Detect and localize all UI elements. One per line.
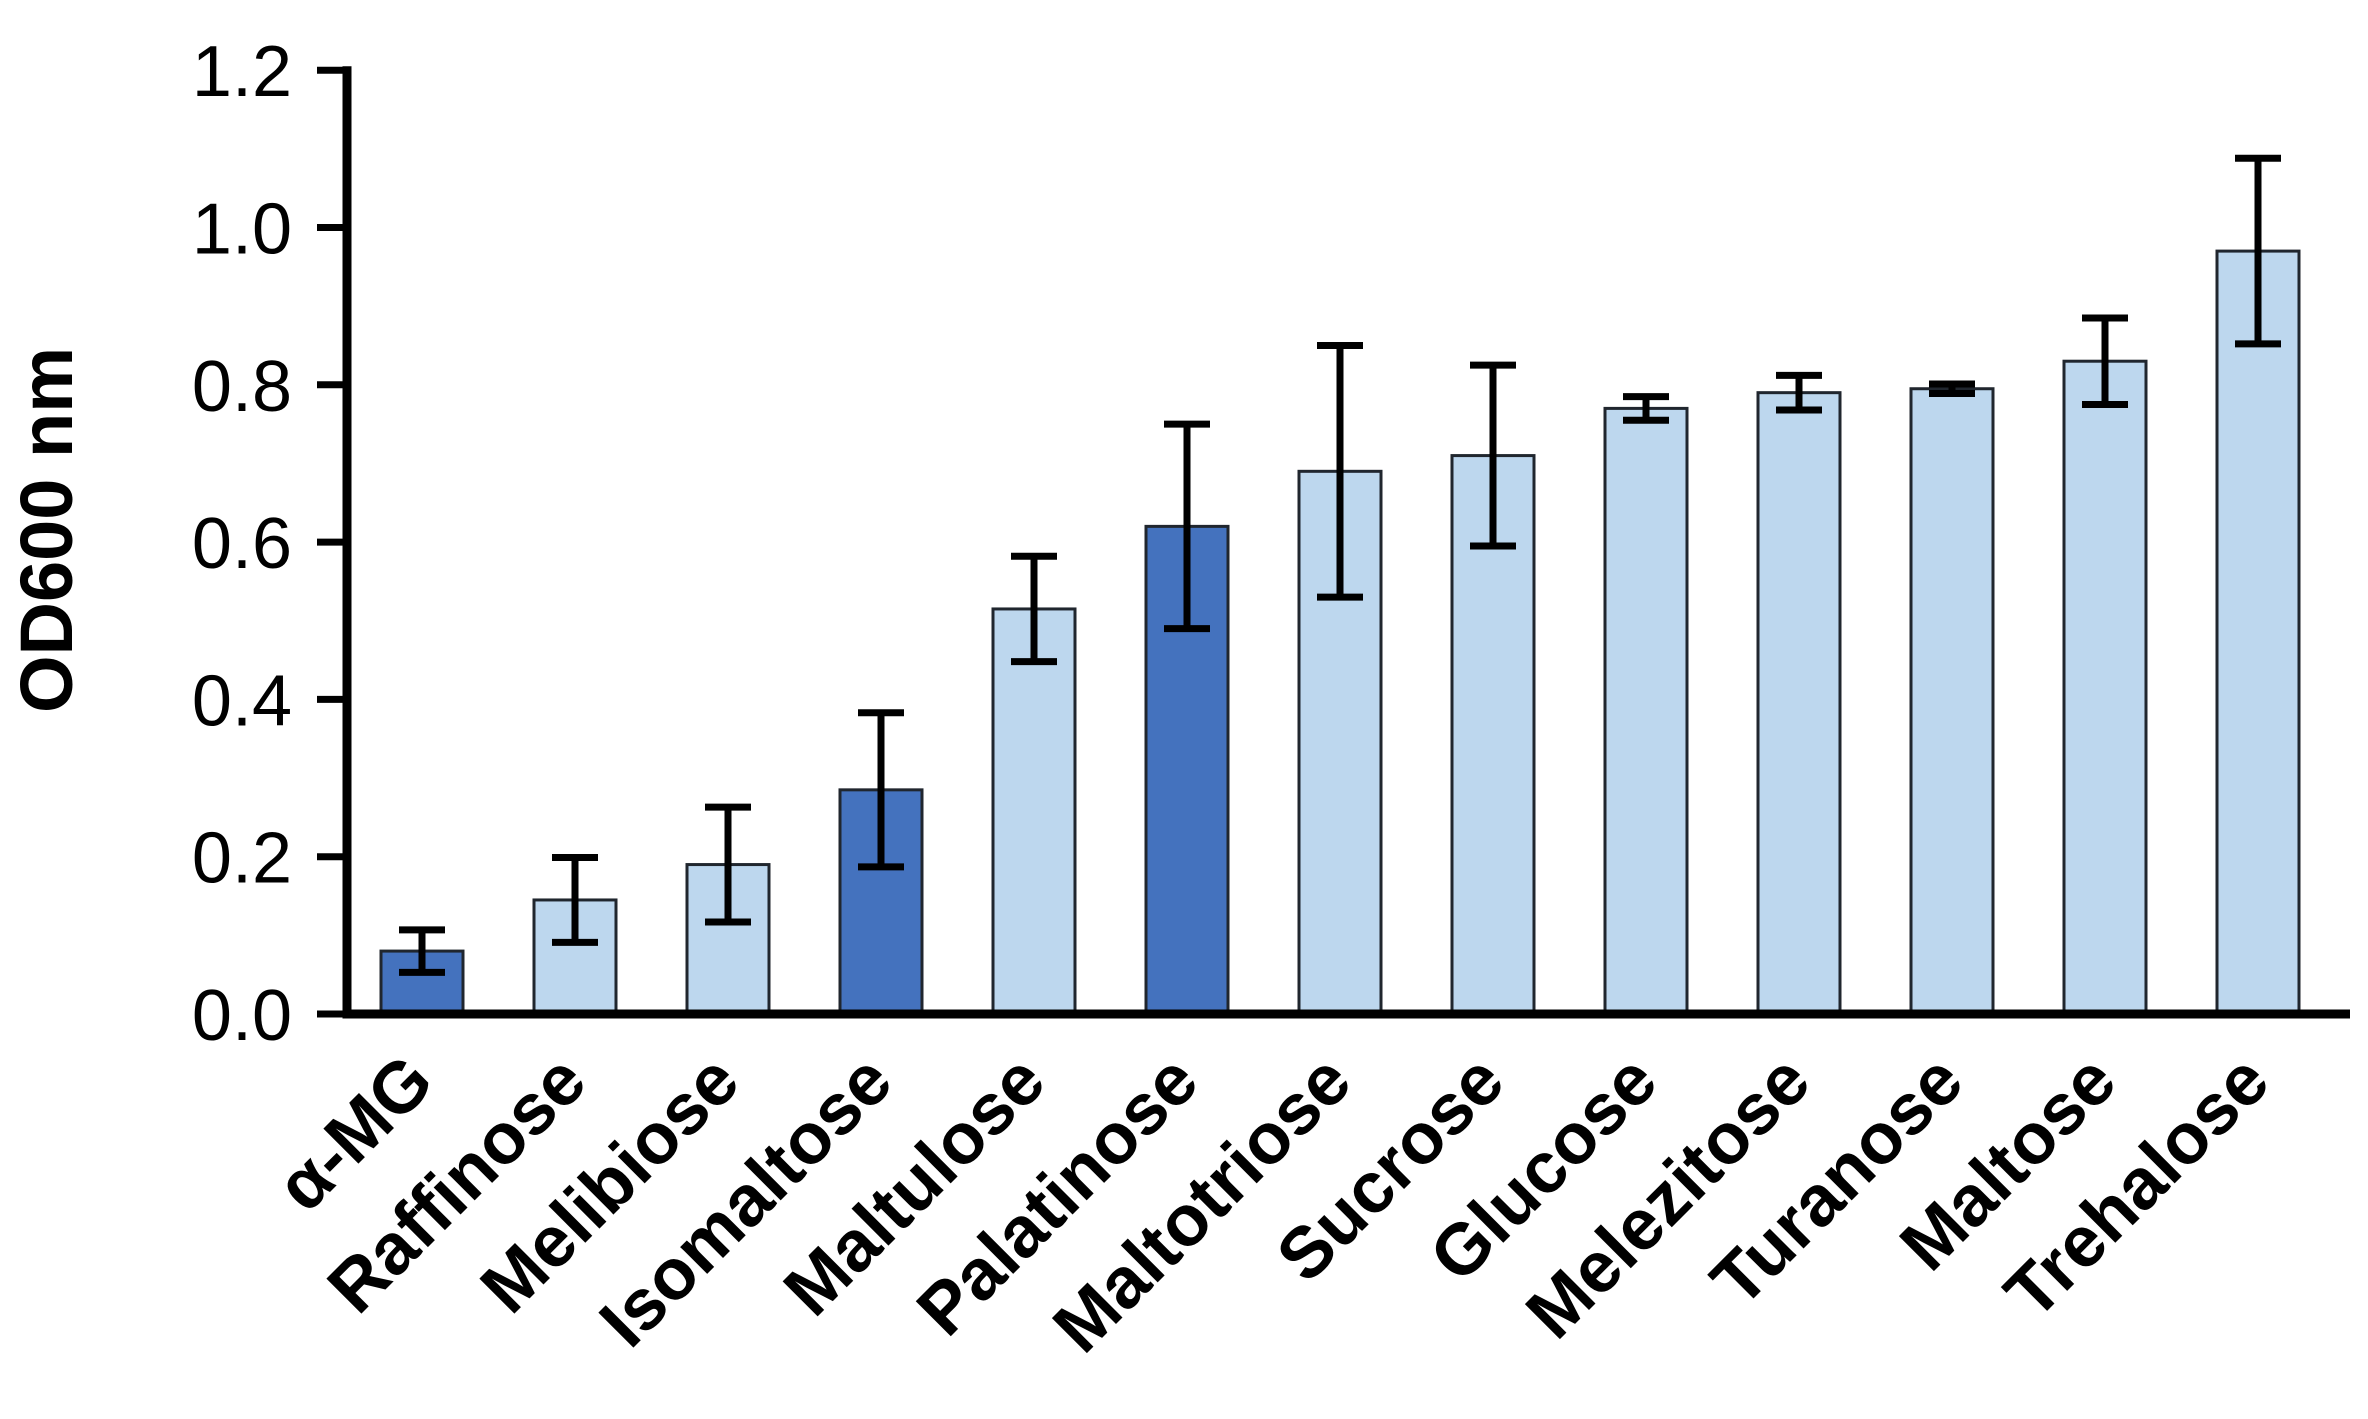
error-bar-3-isomaltose [858,709,904,871]
y-tick-label-0.0: 0.0 [192,976,292,1056]
y-tick-label-0.2: 0.2 [192,819,292,899]
error-bar-7-sucrose [1470,361,1516,550]
error-bar-9-melezitose [1776,371,1822,414]
error-bar-8-glucose [1623,393,1669,424]
y-tick-label-0.8: 0.8 [192,347,292,427]
error-bar-5-palatinose [1164,420,1210,633]
y-tick-label-1.2: 1.2 [192,32,292,112]
error-bar-10-turanose [1929,380,1975,397]
bar-11-maltose [2062,359,2148,1016]
axes-layer [317,66,2350,1019]
error-bar-2-melibiose [705,803,751,926]
error-bar-12-trehalose [2235,154,2281,348]
y-tick-label-0.4: 0.4 [192,661,292,741]
bar-3-isomaltose [838,788,924,1016]
bar-8-glucose [1603,406,1689,1016]
y-axis-title: OD600 nm [5,347,88,713]
bar-9-melezitose [1756,391,1842,1016]
y-tick-label-0.6: 0.6 [192,504,292,584]
y-tick-label-1.0: 1.0 [192,190,292,270]
error-bar-1-raffinose [552,853,598,946]
error-bar-0-mg [399,926,445,976]
error-bars-layer [399,154,2281,976]
error-bar-4-maltulose [1011,552,1057,666]
error-bar-6-maltotriose [1317,341,1363,601]
bar-10-turanose [1909,387,1995,1016]
error-bar-11-maltose [2082,314,2128,408]
bar-4-maltulose [991,607,1077,1016]
bar-12-trehalose [2215,249,2301,1016]
